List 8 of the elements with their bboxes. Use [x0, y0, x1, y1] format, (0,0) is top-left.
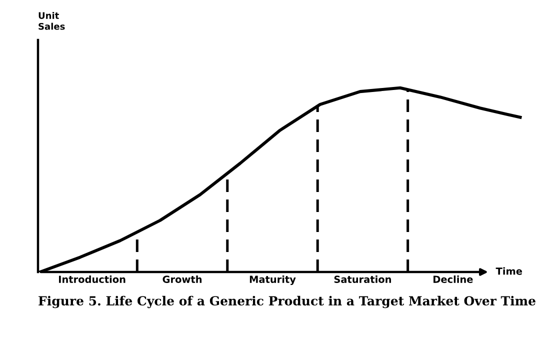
text: Figure 5. Life Cycle of a Generic Product in a Target Market Over Time	[38, 296, 536, 308]
x-axis-title: Time	[496, 267, 522, 275]
text: Unit Sales	[38, 12, 65, 30]
text: Maturity	[250, 275, 296, 285]
text: Introduction	[59, 275, 126, 284]
text: Saturation	[334, 275, 391, 284]
text: Decline	[434, 275, 473, 284]
text: Growth	[162, 275, 202, 284]
